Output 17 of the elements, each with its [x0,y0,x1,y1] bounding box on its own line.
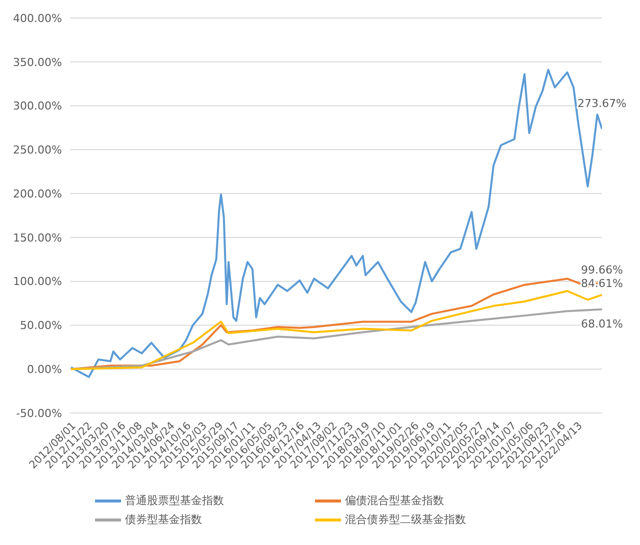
y-tick-label: 150.00% [13,231,62,244]
y-tick-label: 0.00% [27,363,62,376]
legend-label: 混合债券型二级基金指数 [345,512,466,527]
legend-label: 普通股票型基金指数 [125,493,224,508]
y-tick-label: -50.00% [16,406,62,420]
y-tick-label: 100.00% [13,275,62,288]
y-tick-label: 50.00% [20,319,62,332]
legend-label: 债券型基金指数 [125,512,202,527]
y-tick-label: 250.00% [13,144,62,157]
legend-label: 偏债混合型基金指数 [345,493,444,508]
annotation: 99.66% [581,264,623,277]
y-tick-label: 350.00% [13,56,62,69]
y-tick-label: 400.00% [13,12,62,25]
y-tick-label: 300.00% [13,100,62,113]
annotation: 68.01% [581,317,623,330]
annotation: 273.67% [578,96,626,110]
y-tick-label: 200.00% [13,187,62,200]
